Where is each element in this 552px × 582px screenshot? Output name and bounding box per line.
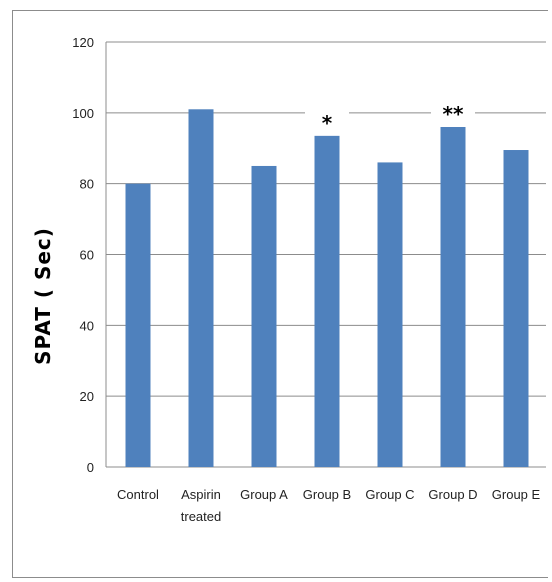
bars [125, 109, 529, 468]
y-tick-label: 0 [87, 460, 94, 475]
bar [377, 162, 403, 467]
bar [188, 109, 214, 468]
y-tick-labels: 0 20 40 60 80 100 120 [72, 35, 94, 475]
y-tick-label: 40 [80, 318, 94, 333]
y-tick-label: 100 [72, 106, 94, 121]
y-axis-label: SPAT ( Sec) [31, 227, 55, 365]
bar [440, 127, 466, 467]
significance-markers: * ** [305, 97, 475, 135]
marker-backing [305, 105, 349, 124]
x-tick-label: Group B [303, 487, 351, 502]
x-tick-label: Control [117, 487, 159, 502]
x-tick-label: Group A [240, 487, 288, 502]
bar [503, 150, 529, 468]
x-tick-label: Group D [428, 487, 477, 502]
bar [125, 183, 151, 467]
x-tick-label: Aspirin [181, 487, 221, 502]
bar [314, 135, 340, 467]
y-tick-label: 120 [72, 35, 94, 50]
x-tick-labels: Control Aspirin treated Group A Group B Group… [117, 487, 540, 524]
marker-backing [431, 97, 475, 115]
bar [251, 165, 277, 468]
y-tick-label: 80 [80, 177, 94, 192]
x-tick-label: treated [181, 509, 221, 524]
y-tick-label: 60 [80, 248, 94, 263]
x-tick-label: Group E [492, 487, 541, 502]
significance-marker: * [322, 111, 333, 135]
y-tick-label: 20 [80, 389, 94, 404]
significance-marker: ** [443, 102, 464, 126]
x-tick-label: Group C [365, 487, 414, 502]
